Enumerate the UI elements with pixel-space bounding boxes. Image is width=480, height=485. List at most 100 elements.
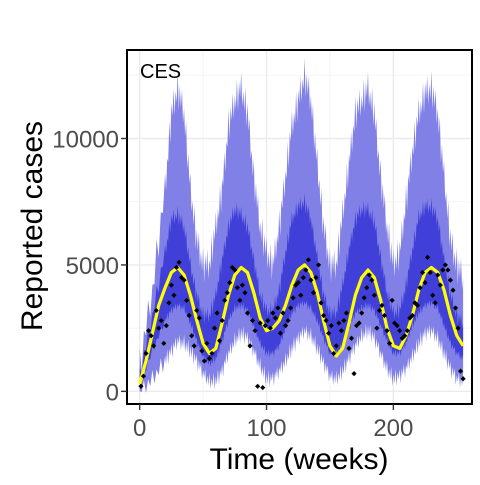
observed-point [384, 328, 390, 334]
observed-point [409, 312, 415, 319]
observed-point [300, 274, 306, 281]
axes: 0 100 200 0 5000 10000 [52, 127, 413, 443]
observed-point [272, 315, 279, 321]
observed-point [404, 328, 410, 334]
observed-point [305, 257, 311, 263]
panel-label: CES [140, 61, 181, 83]
observed-point [452, 305, 459, 311]
observed-point [163, 323, 169, 329]
observed-point [140, 373, 147, 379]
x-axis-title: Time (weeks) [210, 443, 389, 476]
observed-point [364, 285, 370, 291]
observed-point [224, 290, 230, 296]
observed-point [145, 328, 152, 334]
y-tick-label: 10000 [52, 127, 119, 154]
observed-point [394, 323, 400, 329]
observed-point [295, 280, 301, 286]
observed-point [191, 343, 197, 349]
observed-point [419, 269, 426, 276]
observed-point [211, 325, 218, 331]
observed-point [247, 343, 253, 349]
observed-point [171, 292, 177, 298]
observed-point [397, 328, 403, 334]
observed-point [315, 262, 322, 268]
observed-point [232, 267, 238, 273]
observed-point [445, 267, 451, 273]
observed-point [249, 317, 256, 324]
observed-point [234, 285, 240, 291]
observed-point [222, 297, 228, 303]
observed-point [359, 310, 365, 316]
observed-point [343, 310, 350, 316]
observed-point [356, 320, 362, 326]
observed-point [194, 307, 200, 314]
observed-points [138, 254, 466, 391]
observed-point [237, 297, 243, 303]
observed-point [432, 300, 438, 306]
observed-point [148, 333, 154, 339]
observed-point [376, 307, 383, 314]
inner-prediction-band [139, 192, 464, 384]
observed-point [442, 262, 448, 268]
observed-point [308, 277, 314, 283]
observed-point [204, 340, 210, 346]
observed-point [288, 305, 294, 311]
observed-point [138, 383, 144, 389]
observed-point [265, 317, 271, 324]
observed-point [318, 300, 324, 306]
observed-point [381, 312, 388, 319]
observed-point [166, 300, 172, 306]
observed-point [320, 312, 327, 319]
y-tick-label: 0 [106, 379, 119, 406]
observed-point [186, 312, 192, 319]
observed-point [338, 328, 344, 334]
observed-point [181, 277, 187, 283]
observed-point [379, 302, 385, 308]
observed-point [255, 383, 261, 389]
observed-point [143, 350, 149, 357]
observed-point [427, 269, 433, 276]
observed-point [447, 277, 454, 283]
observed-point [341, 317, 347, 324]
panel-border [126, 49, 473, 405]
observed-point [216, 338, 223, 344]
observed-point [450, 287, 456, 293]
observed-point [196, 315, 202, 321]
observed-point [189, 333, 195, 339]
observed-point [351, 371, 357, 377]
observed-point [310, 290, 317, 296]
observed-point [184, 297, 190, 303]
observed-point [158, 317, 164, 324]
observed-point [328, 323, 334, 329]
observed-point [267, 325, 273, 331]
observed-point [298, 292, 304, 298]
observed-point [244, 310, 251, 316]
observed-point [201, 358, 207, 364]
observed-point [414, 302, 421, 308]
observed-point [252, 328, 258, 334]
observed-point [369, 277, 375, 283]
observed-point [331, 350, 337, 357]
observed-point [425, 254, 431, 260]
observed-point [239, 282, 246, 288]
observed-point [313, 274, 319, 281]
observed-point [417, 285, 423, 291]
observed-point [392, 320, 398, 326]
observed-point [361, 295, 367, 301]
y-tick-label: 5000 [66, 253, 119, 280]
observed-point [242, 290, 248, 296]
observed-point [282, 323, 289, 329]
observed-point [199, 348, 205, 354]
median-line-layer [138, 263, 465, 385]
observed-point [168, 282, 174, 288]
observed-point [277, 330, 284, 336]
observed-point [371, 292, 377, 298]
observed-point [303, 267, 309, 273]
x-tick-label: 200 [373, 415, 413, 442]
observed-point [257, 320, 263, 326]
observed-point [422, 280, 428, 286]
observed-point [280, 310, 286, 316]
observed-point [374, 325, 380, 331]
